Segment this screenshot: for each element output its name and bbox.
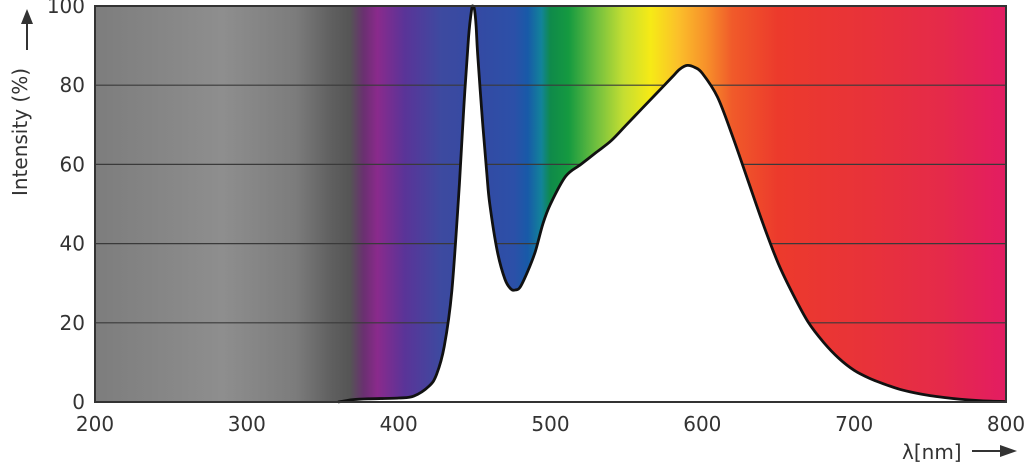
y-axis-label: Intensity (%): [8, 68, 32, 196]
x-tick-label: 600: [683, 412, 721, 436]
x-tick-label: 700: [835, 412, 873, 436]
intensity-curve: [337, 4, 1007, 404]
y-tick-label: 80: [60, 73, 85, 97]
y-tick-label: 100: [47, 0, 85, 18]
x-tick-label: 800: [987, 412, 1024, 436]
intensity-area: [337, 5, 1006, 403]
y-tick-labels: 0 20 40 60 80 100: [47, 0, 85, 414]
x-axis-label: λ[nm]: [902, 440, 962, 464]
x-tick-label: 200: [76, 412, 114, 436]
y-axis-arrow-icon: [21, 9, 33, 50]
x-tick-label: 300: [228, 412, 266, 436]
y-tick-label: 0: [72, 390, 85, 414]
y-tick-label: 40: [60, 232, 85, 256]
x-tick-label: 500: [531, 412, 569, 436]
x-axis-arrow-icon: [972, 445, 1017, 457]
x-tick-label: 400: [380, 412, 418, 436]
plot-frame: [94, 5, 1007, 403]
y-tick-label: 20: [60, 311, 85, 335]
y-tick-label: 60: [60, 152, 85, 176]
x-tick-labels: 200 300 400 500 600 700 800: [76, 412, 1024, 436]
